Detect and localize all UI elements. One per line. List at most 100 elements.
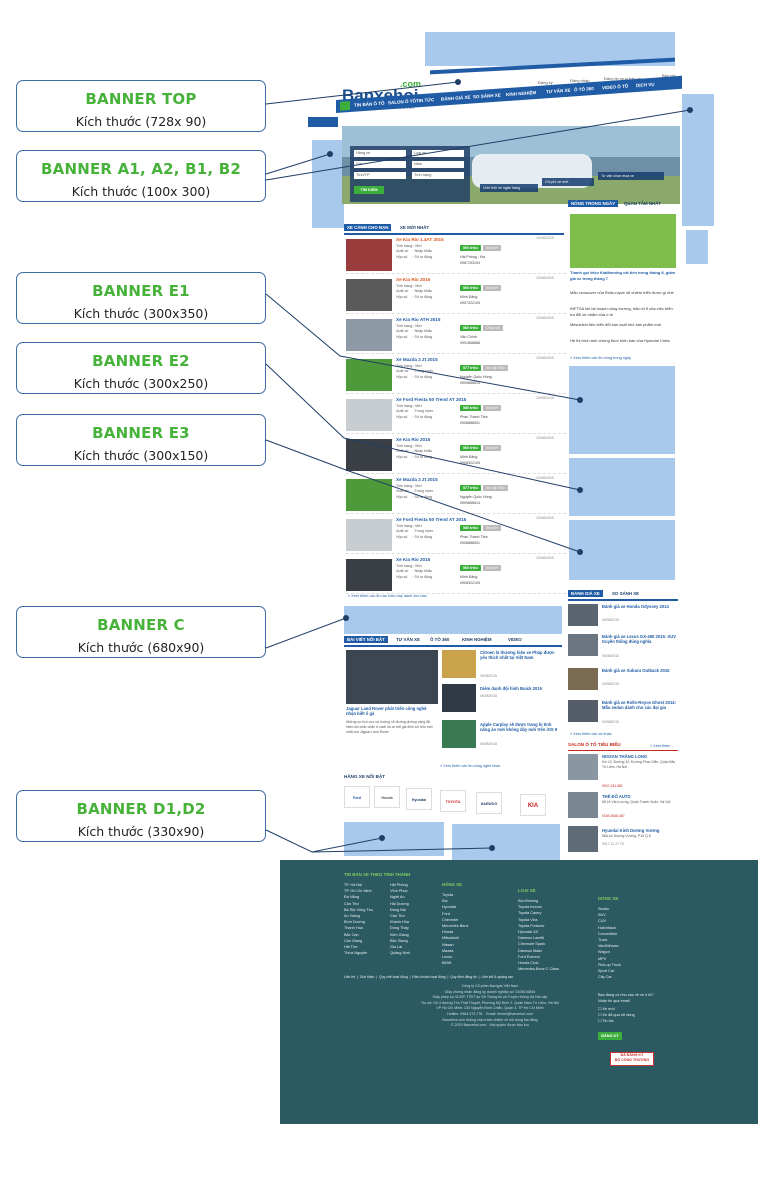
brand-ford[interactable]: Ford [344, 786, 370, 808]
tab-experience[interactable]: KINH NGHIỆM [462, 637, 492, 642]
listing-title[interactable]: Xe Kia Rio 1.4AT 2015 [396, 237, 444, 242]
tab-newest[interactable]: XE MỚI NHẤT [400, 225, 430, 230]
brand-daewoo[interactable]: DAEWOO [476, 792, 502, 814]
tab-featured[interactable]: BÀI VIẾT NỔI BẬT [344, 636, 388, 643]
sidebar-text-4[interactable]: Hệ thị trình ánh chứng thức biến bán của… [570, 338, 670, 343]
news-main-title[interactable]: Jaguar Land Rover phát triển công nghệ n… [346, 706, 427, 717]
brand-honda[interactable]: Honda [374, 786, 400, 808]
sidebar-text-2[interactable]: INFTSA khi tái hoạch công trường, hiệu t… [570, 306, 673, 317]
listing-title[interactable]: Xe Ford Fiesta 50 Trend AT 2015 [396, 397, 467, 402]
footer-col2[interactable]: Toyota Kia Hyundai Ford Chevrolet Merced… [442, 893, 469, 966]
nav-dich-vu[interactable]: DỊCH VỤ [636, 81, 655, 89]
salon-name[interactable]: THẾ ĐÔ AUTO [602, 794, 631, 799]
listing-item[interactable]: Xe Mazda 2 2t 2015 Tình trạng : Mới Xuất… [346, 476, 566, 514]
search-button[interactable]: TÌM KIẾM [354, 186, 384, 194]
salon-name[interactable]: NISSAN THĂNG LONG [602, 754, 648, 759]
nav-kinh-nghiem[interactable]: KINH NGHIỆM [506, 89, 537, 98]
compare-title[interactable]: Đánh giá xe Rolls-Royce Ghost 2014: Mẫu … [602, 700, 677, 711]
salon-more-link[interactable]: » Xem thêm [650, 744, 671, 748]
news-title[interactable]: Citroen là thương hiệu xe Pháp được yêu … [480, 650, 555, 661]
news-item[interactable]: Diêm danh đội hình Buick 2015 06/08/2015 [480, 686, 560, 716]
footer-col1a[interactable]: TP. Hà Nội TP. Hồ Chí Minh Đà Nẵng Cần T… [344, 883, 373, 956]
nav-tu-van[interactable]: TƯ VẤN XE [546, 87, 571, 95]
listing-item[interactable]: Xe Ford Fiesta 50 Trend AT 2015 Tình trạ… [346, 396, 566, 434]
listing-item[interactable]: Xe Ford Fiesta 50 Trend AT 2015 Tình trạ… [346, 516, 566, 554]
hero-tab-loan[interactable]: Ước tính xe ngân hàng [480, 184, 538, 192]
tab-review[interactable]: ĐÁNH GIÁ XE [568, 590, 603, 597]
news-more-link[interactable]: » Xem thêm các tin công nghệ khác [440, 764, 501, 768]
ministry-badge[interactable]: ĐÃ ĐĂNG KÝ BỘ CÔNG THƯƠNG [610, 1052, 654, 1066]
nav-tin-ban[interactable]: TIN BÁN Ô TÔ [354, 100, 385, 108]
salon-item[interactable]: THẾ ĐÔ AUTO 68 Lê Văn Lương, Quận Thanh … [602, 794, 678, 824]
tab-for-you[interactable]: XE CÁNH CHO BẠN [344, 224, 392, 231]
compare-item[interactable]: Đánh giá xe Subaru Outback 2015 03/08/20… [602, 668, 678, 694]
site-logo[interactable]: Banxehoi .com [342, 79, 421, 106]
listing-item[interactable]: Xe Kia Rio 2015 Tình trạng : Mới Xuất xứ… [346, 436, 566, 474]
listing-title[interactable]: Xe Kia Rio 2015 [396, 437, 431, 442]
sidebar-more-link[interactable]: » Xem thêm các tin nóng trong ngày [570, 356, 631, 360]
select-year[interactable]: Năm [412, 161, 464, 168]
select-price[interactable]: Giá [354, 161, 406, 168]
tab-advice[interactable]: TƯ VẤN XE [396, 637, 420, 642]
tab-hot-today[interactable]: NÓNG TRONG NGÀY [568, 200, 619, 207]
listing-title[interactable]: Xe Kia Rio ATH 2015 [396, 317, 441, 322]
footer-col3[interactable]: Kia Morning Toyota Innova Toyota Camry T… [518, 899, 559, 972]
compare-title[interactable]: Đánh giá xe Lexus GX-460 2015: SUV truyề… [602, 634, 677, 645]
nav-salon[interactable]: SALON Ô TÔ [388, 98, 416, 106]
salon-item[interactable]: NISSAN THĂNG LONG Km 12, Đường 32, Đường… [602, 754, 678, 790]
sidebar-text-3[interactable]: Mitsubishi tiên biển đổi sản xuất nhỏ sả… [570, 322, 662, 327]
sidebar-headline[interactable]: Thanh gọi triệu KiaMorning cải tiến tron… [570, 270, 676, 281]
top-link-login[interactable]: Đăng nhập [570, 78, 590, 83]
select-type[interactable]: Loại xe [412, 150, 464, 157]
listing-title[interactable]: Xe Kia Rio 2015 [396, 277, 431, 282]
news-title[interactable]: Diêm danh đội hình Buick 2015 [480, 686, 542, 691]
listing-item[interactable]: Xe Kia Rio 1.4AT 2015 Tình trạng : Mới X… [346, 236, 566, 274]
salon-name[interactable]: Hyundai Kinh Dương Vương [602, 828, 660, 833]
news-item[interactable]: Citroen là thương hiệu xe Pháp được yêu … [480, 650, 560, 684]
footer-col4[interactable]: Sedan SUV CUV Hatchback Convertible Truc… [598, 907, 621, 980]
compare-title[interactable]: Đánh giá xe Subaru Outback 2015 [602, 668, 670, 673]
listing-item[interactable]: Xe Mazda 2 2t 2015 Tình trạng : Mới Xuất… [346, 356, 566, 394]
brand-toyota[interactable]: TOYOTA [440, 790, 466, 812]
listing-title[interactable]: Xe Ford Fiesta 50 Trend AT 2015 [396, 517, 467, 522]
listings-more-link[interactable]: » Xem thêm các tin rao hôm nay dành cho … [348, 594, 427, 598]
compare-item[interactable]: Đánh giá xe Lexus GX-460 2015: SUV truyề… [602, 634, 678, 664]
footer-col1b[interactable]: Hải Phòng Vĩnh Phúc Nghệ An Hải Dương Đồ… [390, 883, 411, 956]
brand-hyundai[interactable]: Hyundai [406, 788, 432, 810]
listing-item[interactable]: Xe Kia Rio 2015 Tình trạng : Mới Xuất xứ… [346, 556, 566, 594]
tab-most-viewed[interactable]: QUAN TÂM NHẤT [624, 201, 662, 206]
compare-item[interactable]: Đánh giá xe Honda Odyssey 2014 06/08/201… [602, 604, 678, 630]
home-icon[interactable] [340, 101, 350, 111]
hero-tab-cost[interactable]: Chi phí xe mới [542, 178, 594, 186]
brand-kia[interactable]: KIA [520, 794, 546, 816]
nav-so-sanh[interactable]: SO SÁNH XE [473, 92, 501, 100]
compare-item[interactable]: Đánh giá xe Rolls-Royce Ghost 2014: Mẫu … [602, 700, 678, 728]
tab-360[interactable]: Ô TÔ 360 [430, 637, 450, 642]
tab-video[interactable]: VIDEO [508, 637, 522, 642]
top-link-register[interactable]: Đăng ký [538, 80, 553, 85]
top-link-post[interactable]: Đăng tin mua bán xe [604, 76, 641, 81]
nav-o-to-360[interactable]: Ô TÔ 360 [574, 85, 594, 93]
nav-video[interactable]: VIDEO Ô TÔ [602, 83, 629, 91]
tab-compare[interactable]: SO SÁNH XE [612, 591, 640, 596]
footer-links[interactable]: Liên hệ | Giới thiệu | Quy chế hoạt động… [344, 975, 514, 979]
nav-tin-tuc[interactable]: TIN TỨC [416, 97, 435, 104]
subscribe-button[interactable]: ĐĂNG KÝ [598, 1032, 622, 1040]
select-condition[interactable]: Tình trạng [412, 172, 464, 179]
top-link-quote[interactable]: Bảo giá [662, 73, 676, 78]
select-city[interactable]: Tình/TP [354, 172, 406, 179]
listing-title[interactable]: Xe Mazda 2 2t 2015 [396, 477, 438, 482]
news-main[interactable]: Jaguar Land Rover phát triển công nghệ n… [346, 706, 438, 756]
listing-item[interactable]: Xe Kia Rio 2015 Tình trạng : Mới Xuất xứ… [346, 276, 566, 314]
news-item[interactable]: Apple Carplay sẽ được trang bị tính năng… [480, 722, 560, 756]
listing-title[interactable]: Xe Mazda 2 2t 2015 [396, 357, 438, 362]
listing-title[interactable]: Xe Kia Rio 2015 [396, 557, 431, 562]
listing-item[interactable]: Xe Kia Rio ATH 2015 Tình trạng : Mới Xuấ… [346, 316, 566, 354]
compare-more-link[interactable]: » Xem thêm các xe khác [570, 732, 612, 736]
select-brand[interactable]: Hãng xe [354, 150, 406, 157]
nav-danh-gia[interactable]: ĐÁNH GIÁ XE [441, 94, 471, 102]
compare-title[interactable]: Đánh giá xe Honda Odyssey 2014 [602, 604, 669, 609]
hero-tab-advice[interactable]: Tư vấn chọn mua xe [598, 172, 664, 180]
news-title[interactable]: Apple Carplay sẽ được trang bị tính năng… [480, 722, 558, 733]
salon-item[interactable]: Hyundai Kinh Dương Vương 56A An Dương Vư… [602, 828, 678, 858]
